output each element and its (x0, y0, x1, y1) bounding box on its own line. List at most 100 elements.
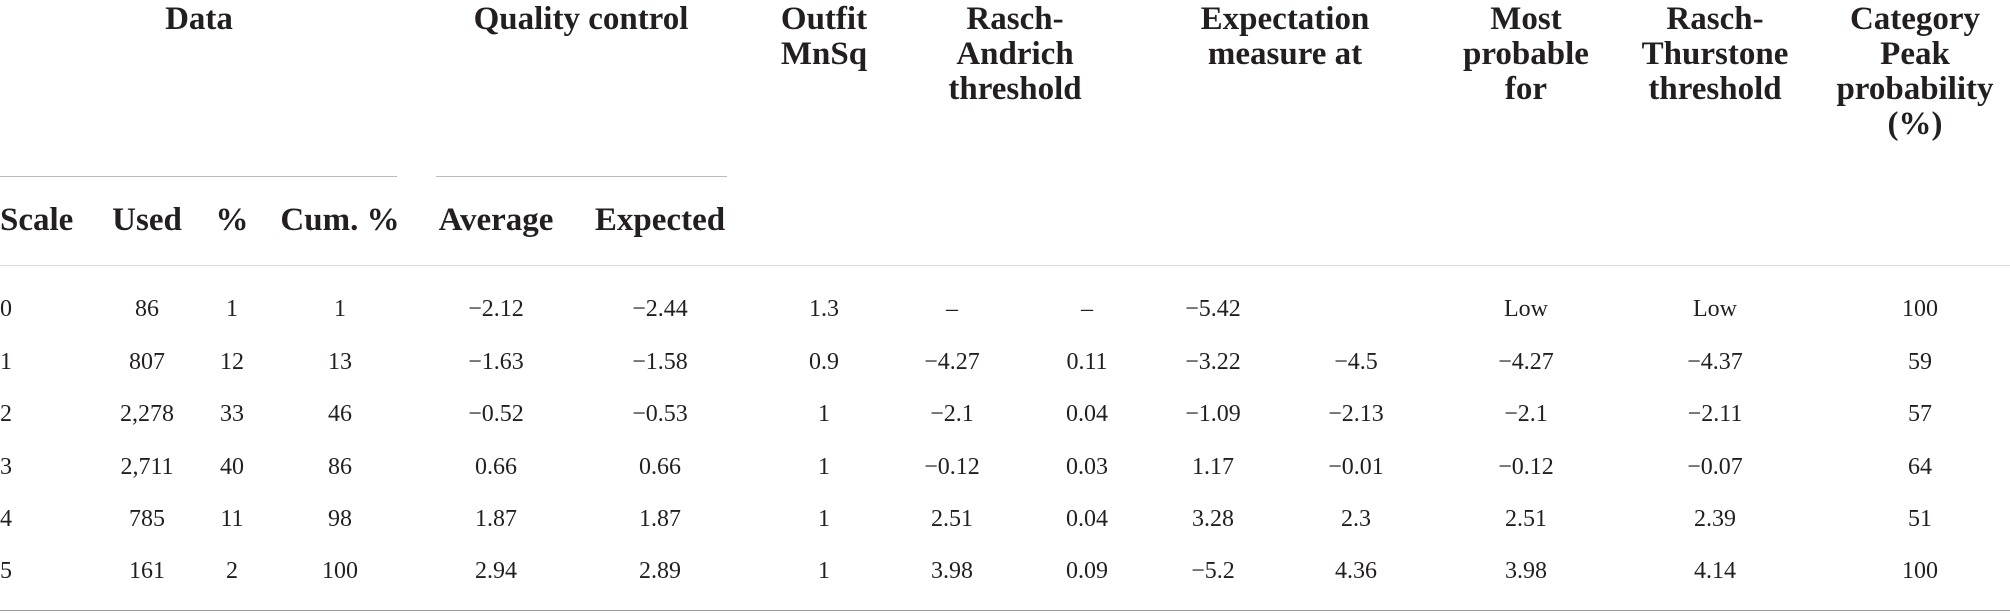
group-header: threshold (1648, 71, 1782, 107)
cell: −2.44 (632, 296, 688, 322)
group-header: Peak (1880, 36, 1950, 72)
cell: 3.98 (1505, 558, 1547, 584)
cell: 3 (0, 454, 12, 480)
cell: −1.09 (1185, 401, 1241, 427)
column-header: Expected (594, 202, 726, 238)
cell: 86 (328, 454, 352, 480)
cell: −2.11 (1687, 401, 1743, 427)
cell: 1.87 (475, 506, 517, 532)
cell: 86 (135, 296, 159, 322)
cell: 0.9 (809, 349, 839, 375)
cell: 0.66 (639, 454, 681, 480)
cell: 2 (226, 558, 238, 584)
cell: −0.12 (1498, 454, 1554, 480)
cell: 0.03 (1066, 454, 1108, 480)
cell: 1 (0, 349, 12, 375)
cell: 0.11 (1066, 349, 1108, 375)
group-header: Quality control (473, 1, 689, 37)
cell: −4.37 (1687, 349, 1743, 375)
cell: 1.87 (639, 506, 681, 532)
group-header: Andrich (956, 36, 1074, 72)
cell: 13 (328, 349, 352, 375)
cell: Low (1693, 296, 1737, 322)
cell: 100 (322, 558, 358, 584)
cell: −4.27 (924, 349, 980, 375)
group-header: threshold (948, 71, 1082, 107)
group-header: Most (1490, 1, 1562, 37)
cell: Low (1504, 296, 1548, 322)
cell: – (946, 296, 958, 322)
cell: −0.12 (924, 454, 980, 480)
cell: 100 (1902, 558, 1938, 584)
cell: 51 (1908, 506, 1932, 532)
cell: −2.12 (468, 296, 524, 322)
header-rule (0, 265, 2010, 266)
cell: 64 (1908, 454, 1932, 480)
cell: 33 (220, 401, 244, 427)
cell: 2.94 (475, 558, 517, 584)
cell: 3.98 (931, 558, 973, 584)
cell: 0.66 (475, 454, 517, 480)
group-header: Expectation (1200, 1, 1370, 37)
cell: 2.3 (1341, 506, 1371, 532)
cell: −1.58 (632, 349, 688, 375)
cell: 1 (226, 296, 238, 322)
cell: 2.39 (1694, 506, 1736, 532)
column-header: Average (438, 202, 554, 238)
cell: −4.27 (1498, 349, 1554, 375)
cell: −1.63 (468, 349, 524, 375)
cell: 3.28 (1192, 506, 1234, 532)
cell: 161 (129, 558, 165, 584)
group-header: (%) (1887, 106, 1943, 142)
group-header: MnSq (780, 36, 868, 72)
cell: −0.52 (468, 401, 524, 427)
cell: 2.51 (931, 506, 973, 532)
group-header: Outfit (780, 1, 868, 37)
cell: 2 (0, 401, 12, 427)
group-header: for (1504, 71, 1548, 107)
group-rule (436, 176, 727, 177)
column-header: Cum. % (280, 202, 400, 238)
cell: 2.51 (1505, 506, 1547, 532)
group-header: Category (1849, 1, 1981, 37)
cell: 4.36 (1335, 558, 1377, 584)
cell: 1 (818, 454, 830, 480)
cell: 1 (334, 296, 346, 322)
cell: 0.04 (1066, 506, 1108, 532)
cell: – (1081, 296, 1093, 322)
cell: 2,711 (120, 454, 174, 480)
cell: 785 (129, 506, 165, 532)
cell: −0.53 (632, 401, 688, 427)
cell: 0 (0, 296, 12, 322)
cell: 100 (1902, 296, 1938, 322)
column-header: % (215, 202, 249, 238)
cell: 5 (0, 558, 12, 584)
cell: −5.2 (1191, 558, 1235, 584)
cell: −4.5 (1334, 349, 1378, 375)
cell: −2.1 (1504, 401, 1548, 427)
cell: 4.14 (1694, 558, 1736, 584)
cell: 0.04 (1066, 401, 1108, 427)
group-header: Rasch- (966, 1, 1064, 37)
cell: −2.1 (930, 401, 974, 427)
cell: 0.09 (1066, 558, 1108, 584)
group-header: measure at (1207, 36, 1363, 72)
group-header: probability (1836, 71, 1994, 107)
bottom-rule (0, 610, 2010, 611)
cell: 2,278 (120, 401, 174, 427)
group-header: Thurstone (1641, 36, 1789, 72)
group-header: probable (1463, 36, 1589, 72)
cell: 1.17 (1192, 454, 1234, 480)
cell: −0.07 (1687, 454, 1743, 480)
column-header: Used (112, 202, 182, 238)
cell: 40 (220, 454, 244, 480)
cell: 807 (129, 349, 165, 375)
cell: 11 (220, 506, 244, 532)
cell: 46 (328, 401, 352, 427)
cell: 59 (1908, 349, 1932, 375)
cell: −0.01 (1328, 454, 1384, 480)
cell: 98 (328, 506, 352, 532)
cell: 2.89 (639, 558, 681, 584)
cell: −5.42 (1185, 296, 1241, 322)
